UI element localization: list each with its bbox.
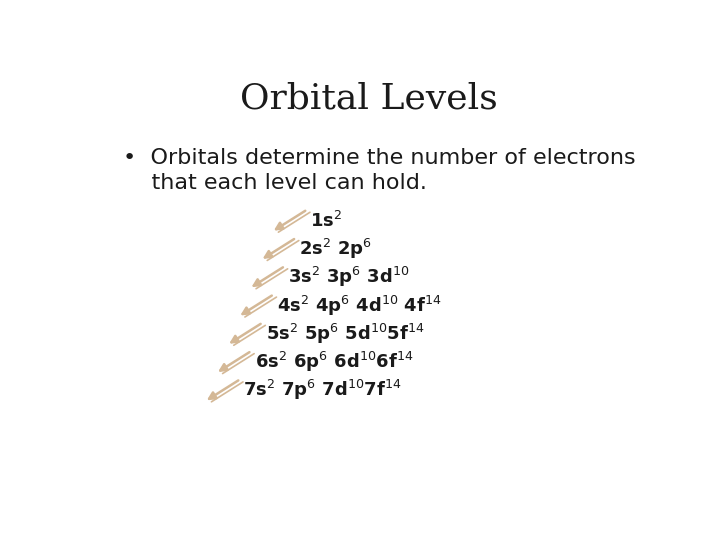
Text: 3s$^{2}$ 3p$^{6}$ 3d$^{10}$: 3s$^{2}$ 3p$^{6}$ 3d$^{10}$	[288, 265, 410, 289]
Text: Orbital Levels: Orbital Levels	[240, 82, 498, 116]
Text: 2s$^{2}$ 2p$^{6}$: 2s$^{2}$ 2p$^{6}$	[300, 237, 372, 261]
Text: 1s$^{2}$: 1s$^{2}$	[310, 211, 343, 231]
Text: that each level can hold.: that each level can hold.	[124, 173, 428, 193]
Text: 4s$^{2}$ 4p$^{6}$ 4d$^{10}$ 4f$^{14}$: 4s$^{2}$ 4p$^{6}$ 4d$^{10}$ 4f$^{14}$	[277, 294, 441, 318]
Text: 7s$^{2}$ 7p$^{6}$ 7d$^{10}$7f$^{14}$: 7s$^{2}$ 7p$^{6}$ 7d$^{10}$7f$^{14}$	[243, 379, 402, 402]
Text: 6s$^{2}$ 6p$^{6}$ 6d$^{10}$6f$^{14}$: 6s$^{2}$ 6p$^{6}$ 6d$^{10}$6f$^{14}$	[255, 350, 413, 374]
Text: 5s$^{2}$ 5p$^{6}$ 5d$^{10}$5f$^{14}$: 5s$^{2}$ 5p$^{6}$ 5d$^{10}$5f$^{14}$	[266, 322, 424, 346]
Text: •  Orbitals determine the number of electrons: • Orbitals determine the number of elect…	[124, 148, 636, 168]
